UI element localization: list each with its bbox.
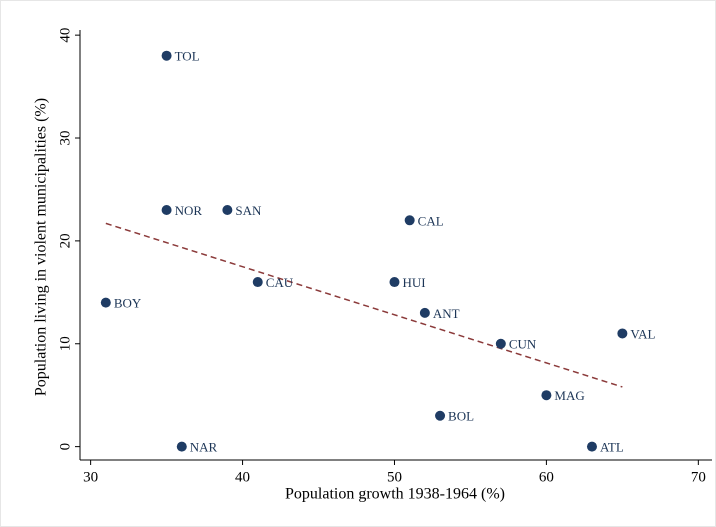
fit-line	[105, 222, 623, 388]
point	[161, 50, 172, 61]
y-tick-label: 0	[57, 443, 73, 451]
point-label: CUN	[509, 337, 537, 352]
point-label: BOY	[114, 296, 142, 311]
point-label: MAG	[554, 388, 584, 403]
point	[435, 410, 446, 421]
point	[617, 328, 628, 339]
point-label: SAN	[235, 203, 262, 218]
point	[100, 297, 111, 308]
y-tick-label: 30	[57, 131, 73, 146]
point-label: CAU	[266, 275, 294, 290]
x-tick-label: 40	[235, 469, 250, 485]
point-label: ANT	[433, 306, 460, 321]
y-tick-label: 20	[57, 233, 73, 248]
point	[222, 205, 233, 216]
x-axis-label: Population growth 1938-1964 (%)	[285, 486, 505, 503]
point	[252, 277, 263, 288]
point-label: CAL	[418, 213, 444, 228]
x-tick-label: 50	[387, 469, 402, 485]
y-tick-label: 40	[57, 28, 73, 43]
point	[161, 205, 172, 216]
point	[419, 307, 430, 318]
point	[495, 338, 506, 349]
point	[541, 390, 552, 401]
point	[586, 441, 597, 452]
point	[404, 215, 415, 226]
point-label: ATL	[600, 440, 624, 455]
point	[389, 277, 400, 288]
x-tick-label: 30	[83, 469, 98, 485]
point	[176, 441, 187, 452]
point-label: HUI	[402, 275, 425, 290]
y-tick-label: 10	[57, 336, 73, 351]
y-axis-label: Population living in violent municipalit…	[33, 98, 50, 396]
point-label: TOL	[175, 49, 200, 64]
point-label: BOL	[448, 409, 474, 424]
point-label: VAL	[630, 326, 655, 341]
point-label: NAR	[190, 440, 218, 455]
point-label: NOR	[175, 203, 203, 218]
x-tick-label: 60	[539, 469, 554, 485]
x-tick-label: 70	[691, 469, 706, 485]
